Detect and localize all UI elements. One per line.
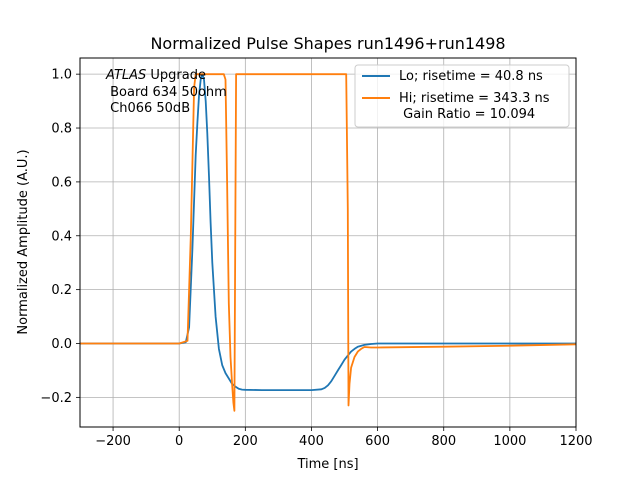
legend-label-lo: Lo; risetime = 40.8 ns (399, 69, 543, 84)
annotation-upgrade: Upgrade (146, 68, 206, 83)
y-tick-label: 0.2 (51, 283, 72, 298)
plot-frame (79, 57, 577, 428)
annotation-atlas: ATLAS (105, 68, 146, 83)
annotation-line-1: ATLAS Upgrade (105, 68, 206, 83)
y-tick-label: −0.2 (40, 391, 72, 406)
x-tick-label: −200 (95, 434, 131, 449)
y-axis-label: Normalized Amplitude (A.U.) (16, 149, 31, 334)
legend-label-gain-ratio: Gain Ratio = 10.094 (399, 107, 535, 122)
x-tick-label: 1200 (559, 434, 592, 449)
annotation-line-3: Ch066 50dB (106, 101, 190, 116)
annotation-line-2: Board 634 50ohm (106, 85, 227, 100)
y-tick-label: 0.6 (51, 175, 72, 190)
x-tick-label: 1000 (493, 434, 526, 449)
series-lines (80, 73, 577, 412)
axis-ticks: −200 0 200 400 600 800 1000 1200 −0.2 0.0 0.2 0.4 0.… (40, 68, 592, 449)
x-tick-label: 400 (299, 434, 324, 449)
y-tick-label: 0.4 (51, 229, 72, 244)
legend-label-hi: Hi; risetime = 343.3 ns (399, 91, 550, 106)
y-tick-label: 0.8 (51, 122, 72, 137)
y-tick-label: 1.0 (51, 68, 72, 83)
x-axis-label: Time [ns] (296, 457, 358, 472)
y-tick-label: 0.0 (51, 337, 72, 352)
legend-box (354, 64, 570, 128)
atlas-annotation: ATLAS Upgrade Board 634 50ohm Ch066 50dB (105, 68, 227, 116)
chart-title: Normalized Pulse Shapes run1496+run1498 (150, 34, 505, 53)
legend: Lo; risetime = 40.8 ns Hi; risetime = 34… (354, 64, 570, 128)
x-tick-label: 0 (175, 434, 183, 449)
x-tick-label: 800 (431, 434, 456, 449)
x-tick-label: 200 (233, 434, 258, 449)
series-line-lo (80, 73, 576, 392)
series-line-hi (80, 73, 577, 412)
x-tick-label: 600 (365, 434, 390, 449)
